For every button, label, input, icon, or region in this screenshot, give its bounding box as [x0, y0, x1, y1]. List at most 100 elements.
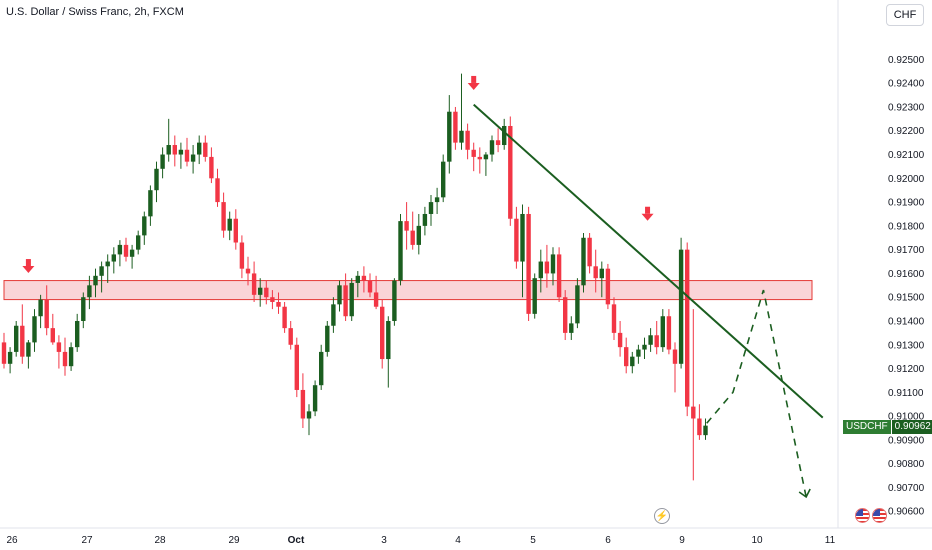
candle: [99, 261, 104, 293]
candle: [343, 273, 348, 321]
candle: [672, 342, 678, 393]
price-tick-label: 0.91700: [888, 245, 925, 256]
candle: [129, 244, 135, 269]
candle: [38, 294, 43, 329]
candle: [617, 320, 623, 357]
candle: [221, 192, 226, 238]
candle: [93, 268, 98, 298]
candle-body: [300, 389, 306, 419]
candle: [581, 233, 586, 293]
time-tick-label: 9: [679, 535, 685, 546]
candle-body: [288, 328, 293, 345]
price-tick-label: 0.91000: [888, 412, 925, 423]
candle-body: [630, 356, 635, 367]
candle: [386, 316, 391, 388]
candle-body: [1, 342, 7, 364]
price-tick-label: 0.92400: [888, 79, 925, 90]
candle: [410, 211, 415, 250]
candle-body: [666, 316, 672, 350]
candle: [434, 187, 440, 214]
candle: [56, 335, 62, 369]
candle: [111, 247, 116, 274]
price-tick-label: 0.90900: [888, 435, 925, 446]
candle-body: [483, 154, 489, 160]
candle-body: [129, 249, 135, 257]
candle: [300, 373, 306, 429]
time-tick-label: 26: [6, 535, 18, 546]
candle-body: [337, 285, 342, 305]
time-tick-label: 3: [381, 535, 387, 546]
candle: [654, 320, 659, 355]
down-arrow-marker: [22, 259, 35, 274]
candle-body: [569, 323, 574, 333]
candle: [502, 118, 507, 150]
candle-body: [514, 218, 519, 262]
down-arrow-marker: [467, 75, 480, 90]
candle-body: [87, 285, 92, 298]
candle: [441, 154, 446, 203]
candle-body: [148, 190, 153, 217]
candle: [685, 242, 690, 417]
currency-button[interactable]: CHF: [886, 4, 924, 26]
candle: [373, 275, 379, 310]
price-tick-label: 0.90600: [888, 507, 925, 518]
us-flag-icon[interactable]: [855, 508, 870, 523]
candle-body: [532, 278, 537, 314]
candle: [190, 145, 196, 174]
candle-body: [197, 142, 202, 155]
time-tick-label: 4: [455, 535, 461, 546]
candle: [508, 116, 513, 226]
lightning-bolt-icon[interactable]: ⚡: [654, 508, 670, 524]
price-tick-label: 0.90700: [888, 483, 925, 494]
down-arrow-shaft: [471, 75, 477, 83]
candle-body: [355, 275, 360, 283]
candle: [465, 123, 470, 160]
projected-path: [706, 289, 807, 498]
candle: [123, 237, 129, 262]
candle-body: [312, 385, 318, 412]
candle: [32, 309, 37, 352]
candle-body: [20, 325, 25, 357]
candle-body: [44, 299, 49, 329]
candle: [428, 194, 434, 226]
candle-body: [373, 292, 379, 307]
candle-body: [556, 254, 562, 298]
candle-body: [160, 154, 165, 169]
candle-body: [489, 140, 495, 155]
candle: [306, 404, 312, 436]
candle-body: [654, 335, 659, 348]
time-tick-label: 28: [154, 535, 166, 546]
down-arrow-shaft: [25, 259, 31, 267]
candle: [26, 340, 31, 369]
candle: [75, 313, 80, 352]
candle-body: [520, 213, 525, 262]
candle-body: [38, 299, 43, 317]
candle-body: [410, 230, 415, 245]
down-arrow-head: [467, 82, 480, 90]
time-tick-label: 5: [530, 535, 536, 546]
candle-body: [624, 347, 629, 367]
candle-body: [422, 213, 428, 226]
candle-body: [550, 254, 556, 274]
chart-title: U.S. Dollar / Swiss Franc, 2h, FXCM: [6, 6, 184, 18]
time-tick-label: 27: [81, 535, 93, 546]
price-tick-label: 0.90800: [888, 459, 925, 470]
candle-body: [361, 275, 367, 281]
candle: [148, 185, 153, 226]
candle-body: [416, 225, 421, 245]
candle-body: [184, 149, 190, 162]
candle: [7, 347, 13, 374]
candle-body: [136, 235, 141, 250]
candle-body: [56, 342, 62, 352]
candle: [624, 337, 629, 374]
candle: [678, 237, 684, 369]
candle-body: [190, 154, 196, 162]
candle: [258, 278, 263, 307]
candle: [367, 273, 373, 298]
price-tick-label: 0.91300: [888, 340, 925, 351]
candle-body: [434, 197, 440, 203]
us-flag-icon[interactable]: [872, 508, 887, 523]
candle-body: [93, 275, 98, 286]
candle: [1, 332, 7, 369]
